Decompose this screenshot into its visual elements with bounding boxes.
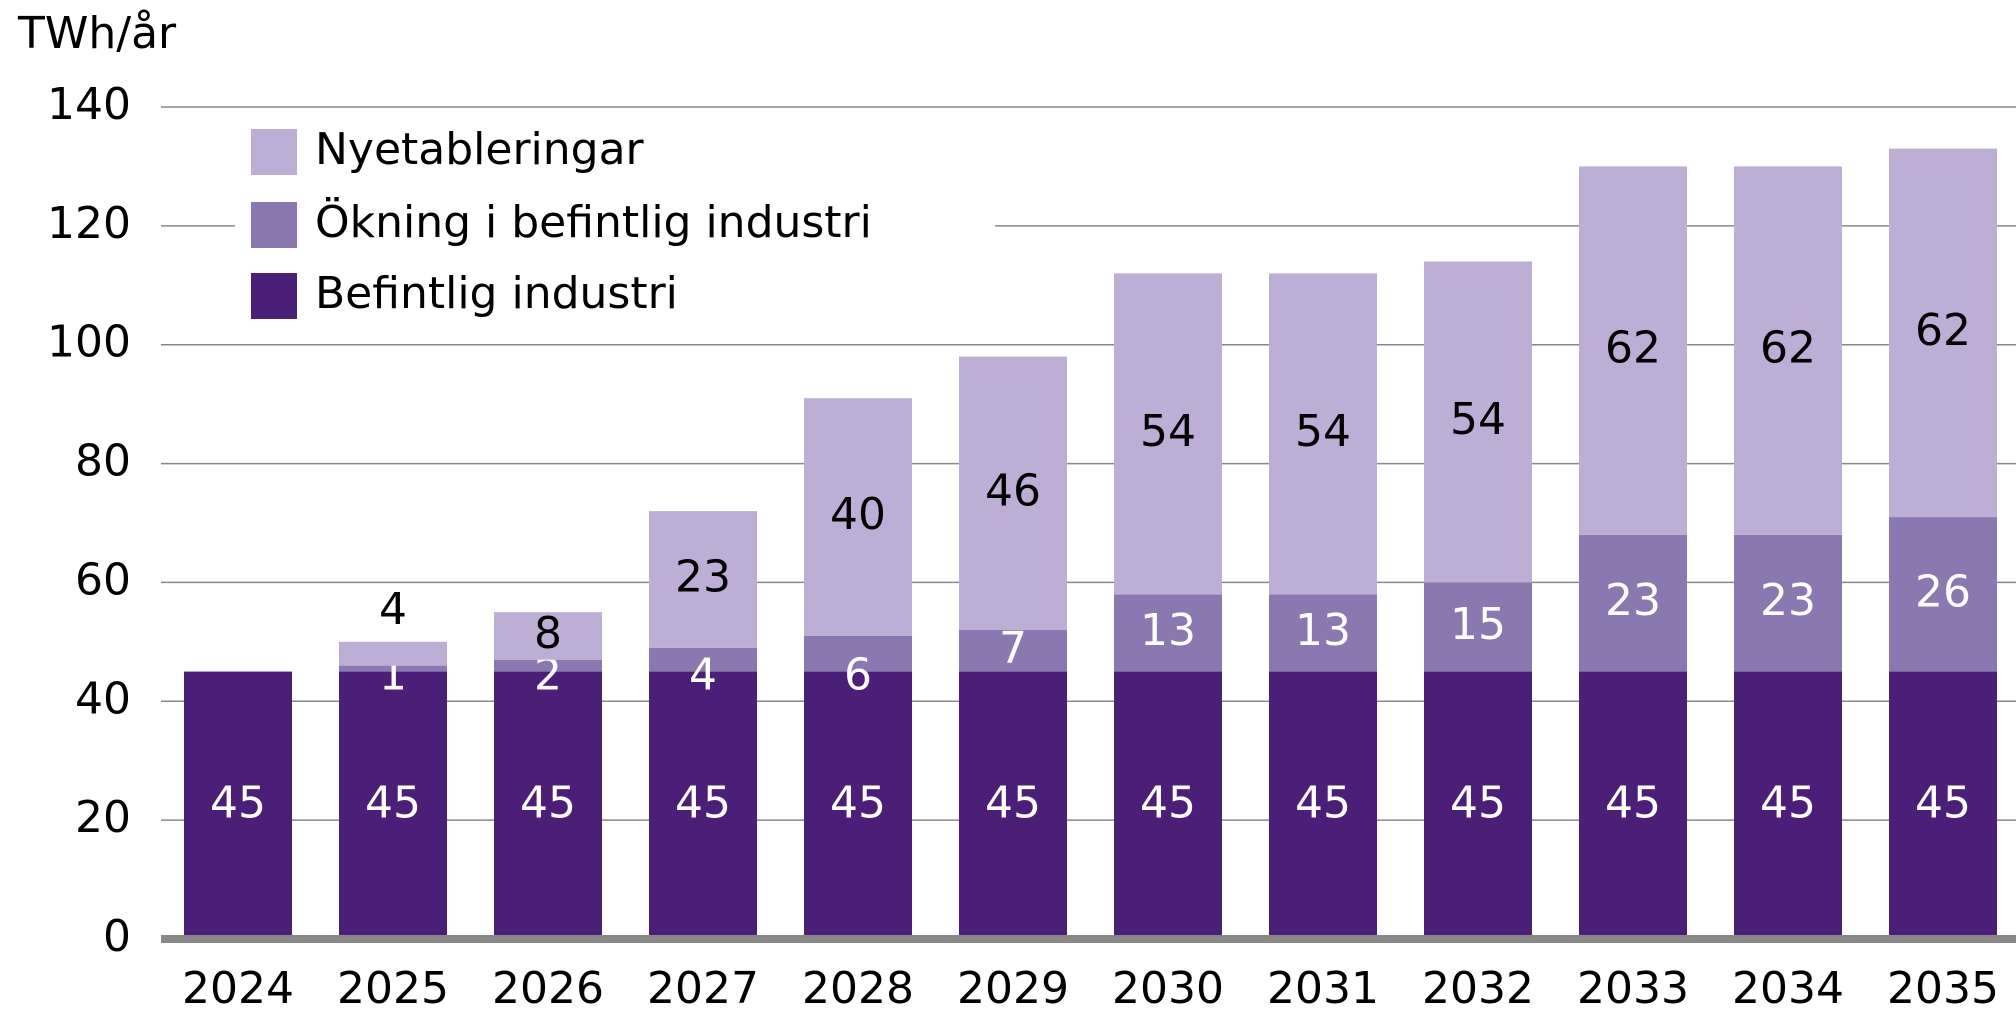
legend-swatch xyxy=(251,202,297,248)
bar-segment xyxy=(494,671,602,939)
data-label: 45 xyxy=(520,777,576,828)
data-label: 40 xyxy=(830,489,886,540)
data-label: 4 xyxy=(689,650,717,701)
bar-segment xyxy=(649,647,757,672)
bar-segment xyxy=(1424,671,1532,939)
data-label: 4 xyxy=(379,584,407,635)
y-tick-label: 0 xyxy=(103,911,131,962)
data-label: 45 xyxy=(1140,777,1196,828)
data-label: 54 xyxy=(1450,394,1506,445)
x-tick-label: 2024 xyxy=(182,963,294,1010)
x-tick-label: 2028 xyxy=(802,963,914,1010)
bar-segment xyxy=(1114,273,1222,595)
data-label: 45 xyxy=(1450,777,1506,828)
bar-segment xyxy=(339,671,447,939)
data-label: 45 xyxy=(1605,777,1661,828)
bar-segment xyxy=(804,671,912,939)
data-label: 45 xyxy=(675,777,731,828)
data-label: 23 xyxy=(675,551,731,602)
data-label: 8 xyxy=(534,608,562,659)
x-tick-label: 2025 xyxy=(337,963,449,1010)
x-tick-label: 2029 xyxy=(957,963,1069,1010)
bar-segment xyxy=(339,641,447,666)
bar-segment xyxy=(649,511,757,648)
x-tick-label: 2032 xyxy=(1422,963,1534,1010)
bar-segment xyxy=(1579,671,1687,939)
legend-background xyxy=(235,118,995,333)
x-tick-label: 2035 xyxy=(1887,963,1999,1010)
data-label: 54 xyxy=(1140,406,1196,457)
data-label: 15 xyxy=(1450,599,1506,650)
bar-segment xyxy=(959,629,1067,672)
bar-segment xyxy=(184,671,292,939)
bar-segment xyxy=(1114,671,1222,939)
y-tick-label: 80 xyxy=(75,436,131,487)
bar-segment xyxy=(804,635,912,672)
legend-label: Nyetableringar xyxy=(315,124,645,175)
bar-segment xyxy=(1269,594,1377,672)
y-tick-label: 60 xyxy=(75,554,131,605)
data-label: 62 xyxy=(1915,305,1971,356)
data-label: 26 xyxy=(1915,566,1971,617)
data-label: 46 xyxy=(985,465,1041,516)
x-tick-label: 2033 xyxy=(1577,963,1689,1010)
bar-segment xyxy=(1424,582,1532,672)
bar-segment xyxy=(1269,671,1377,939)
data-label: 45 xyxy=(365,777,421,828)
y-axis-title: TWh/år xyxy=(17,8,177,59)
bar-segment xyxy=(1889,671,1997,939)
data-label: 13 xyxy=(1295,605,1351,656)
y-tick-label: 20 xyxy=(75,792,131,843)
data-label: 62 xyxy=(1760,323,1816,374)
data-label: 62 xyxy=(1605,323,1661,374)
data-label: 45 xyxy=(1295,777,1351,828)
data-label: 45 xyxy=(1760,777,1816,828)
bar-segment xyxy=(1579,534,1687,672)
bar-segment xyxy=(959,671,1067,939)
y-tick-label: 120 xyxy=(47,198,131,249)
bar-segment xyxy=(1889,517,1997,672)
bar-segment xyxy=(959,356,1067,630)
bar-segment xyxy=(1734,166,1842,535)
x-tick-label: 2030 xyxy=(1112,963,1224,1010)
legend-label: Befintlig industri xyxy=(315,268,678,319)
bar-segment xyxy=(1424,261,1532,583)
bar-segment xyxy=(1734,671,1842,939)
data-label: 23 xyxy=(1605,575,1661,626)
data-label: 45 xyxy=(210,777,266,828)
data-label: 45 xyxy=(1915,777,1971,828)
x-tick-label: 2031 xyxy=(1267,963,1379,1010)
data-label: 13 xyxy=(1140,605,1196,656)
data-label: 54 xyxy=(1295,406,1351,457)
bar-segment xyxy=(494,612,602,660)
legend-label: Ökning i befintlig industri xyxy=(315,196,872,248)
bar-segment xyxy=(1889,148,1997,518)
bar-segment xyxy=(1734,534,1842,672)
data-label: 6 xyxy=(844,650,872,701)
data-label: 45 xyxy=(830,777,886,828)
legend-swatch xyxy=(251,129,297,175)
bar-segment xyxy=(1579,166,1687,535)
legend-swatch xyxy=(251,273,297,319)
data-label: 23 xyxy=(1760,575,1816,626)
x-tick-label: 2034 xyxy=(1732,963,1844,1010)
bar-segment xyxy=(804,398,912,636)
x-tick-label: 2026 xyxy=(492,963,604,1010)
x-tick-label: 2027 xyxy=(647,963,759,1010)
y-tick-label: 40 xyxy=(75,673,131,724)
y-tick-label: 100 xyxy=(47,317,131,368)
bar-segment xyxy=(1269,273,1377,595)
y-tick-label: 140 xyxy=(47,79,131,130)
bar-segment xyxy=(649,671,757,939)
data-label: 7 xyxy=(999,623,1027,674)
bar-segment xyxy=(339,665,447,672)
bar-segment xyxy=(1114,594,1222,672)
data-label: 45 xyxy=(985,777,1041,828)
bar-segment xyxy=(494,659,602,672)
